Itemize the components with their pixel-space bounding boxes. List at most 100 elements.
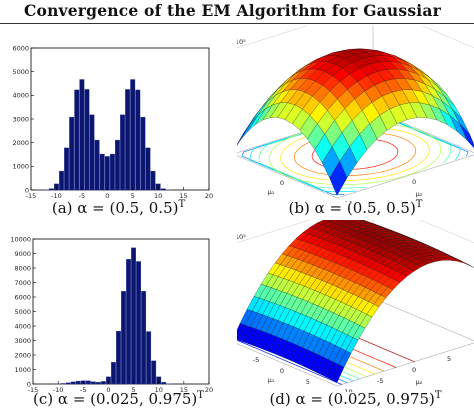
surface-facet — [460, 124, 474, 152]
z-exponent-label: x 10⁵ — [237, 38, 246, 46]
histogram-bar — [69, 117, 74, 190]
histogram-bar — [49, 189, 54, 190]
histogram-bar — [116, 331, 121, 384]
histogram-bar — [95, 140, 100, 190]
surface-mesh — [237, 220, 474, 383]
x-tick-label: 5 — [306, 378, 310, 386]
caption-c-sup: T — [197, 390, 204, 401]
x-axis-label: μ₁ — [268, 188, 275, 196]
caption-a-sup: T — [178, 199, 185, 210]
caption-c-text: (c) α = (0.025, 0.975) — [33, 390, 197, 408]
histogram-bar — [141, 117, 146, 190]
caption-a: (a) α = (0.5, 0.5)T — [0, 199, 237, 217]
y-tick-label: 5000 — [14, 308, 31, 316]
surface-plot-b: -9-8-7-6-5x 10⁵L(μ₁,μ₂)-10010μ₁-10010μ₂ — [237, 26, 474, 202]
y-tick-label: 4000 — [14, 322, 31, 330]
surface-mesh — [237, 49, 474, 196]
histogram-bar — [80, 79, 85, 190]
y-tick-label: 1000 — [14, 366, 31, 374]
y-tick-label: 0 — [27, 380, 31, 388]
y-tick-label: 1000 — [12, 163, 29, 171]
y-tick-label: 4000 — [12, 92, 29, 100]
top-edge — [373, 26, 474, 49]
histogram-bar — [136, 90, 141, 190]
caption-c: (c) α = (0.025, 0.975)T — [0, 390, 237, 408]
histogram-bar — [105, 156, 110, 190]
histogram-bar — [121, 291, 126, 384]
histogram-bar — [131, 248, 136, 384]
histogram-bar — [136, 261, 141, 384]
histogram-bar — [120, 115, 125, 190]
y-tick-label: 8000 — [14, 264, 31, 272]
y-tick-label: 3000 — [14, 337, 31, 345]
y-tick-label: 2000 — [12, 139, 29, 147]
z-exponent-label: x 10⁵ — [237, 233, 246, 241]
histogram-bar — [71, 382, 76, 384]
panel-b: -9-8-7-6-5x 10⁵L(μ₁,μ₂)-10010μ₁-10010μ₂ … — [237, 26, 474, 220]
plot-frame — [33, 239, 209, 384]
histogram-bar — [85, 89, 90, 190]
panel-d: -9-8-7-6-5-4x 10⁵L(μ₁,μ₂)-10-505μ₁-10-50… — [237, 220, 474, 414]
y-tick-label: 5 — [447, 355, 451, 363]
x-axis-label: μ₁ — [268, 376, 275, 384]
x-tick-label: -5 — [253, 356, 259, 364]
histogram-bar — [151, 171, 156, 190]
histogram-bar — [115, 140, 120, 190]
top-edge — [237, 26, 373, 49]
histogram-bar — [61, 383, 66, 384]
histogram-bar — [101, 381, 106, 384]
histogram-bar — [66, 383, 71, 384]
histogram-bar — [125, 89, 130, 190]
y-tick-label: 0 — [25, 186, 29, 194]
histogram-bar — [96, 382, 101, 384]
caption-b-text: (b) α = (0.5, 0.5) — [289, 199, 416, 217]
page-header: Convergence of the EM Algorithm for Gaus… — [0, 0, 474, 24]
histogram-bar — [64, 148, 69, 190]
histogram-bar — [141, 291, 146, 384]
histogram-bar — [76, 381, 81, 384]
histogram-bar — [100, 154, 105, 190]
y-tick-label: 3000 — [12, 115, 29, 123]
y-tick-label: 2000 — [14, 351, 31, 359]
y-tick-label: 9000 — [14, 250, 31, 258]
histogram-bar — [161, 382, 166, 384]
y-tick-label: 10000 — [10, 235, 31, 243]
histogram-bar — [59, 171, 64, 190]
header-rule — [0, 23, 474, 24]
caption-d-text: (d) α = (0.025, 0.975) — [269, 390, 434, 408]
running-title: Convergence of the EM Algorithm for Gaus… — [24, 1, 441, 20]
histogram-bar — [130, 79, 135, 190]
y-tick-label: 7000 — [14, 279, 31, 287]
y-tick-label: 0 — [412, 366, 416, 374]
y-tick-label: 0 — [412, 178, 416, 186]
y-tick-label: 5000 — [12, 68, 29, 76]
y-tick-label: 6000 — [12, 44, 29, 52]
histogram-bar — [86, 381, 91, 384]
histogram-bar — [146, 332, 151, 384]
y-tick-label: -5 — [377, 377, 383, 385]
x-tick-label: 0 — [280, 179, 284, 187]
caption-b: (b) α = (0.5, 0.5)T — [237, 199, 474, 217]
caption-b-sup: T — [416, 199, 423, 210]
surface-facet — [240, 115, 258, 140]
caption-d-sup: T — [435, 390, 442, 401]
caption-a-text: (a) α = (0.5, 0.5) — [52, 199, 179, 217]
y-axis-label: μ₂ — [416, 190, 423, 198]
histogram-bar — [91, 382, 96, 384]
x-tick-label: 0 — [280, 367, 284, 375]
histogram-bar — [110, 154, 115, 190]
histogram-bar — [74, 90, 79, 190]
plot-frame — [31, 48, 209, 190]
caption-d: (d) α = (0.025, 0.975)T — [237, 390, 474, 408]
histogram-bar — [146, 148, 151, 190]
surface-plot-d: -9-8-7-6-5-4x 10⁵L(μ₁,μ₂)-10-505μ₁-10-50… — [237, 220, 474, 392]
y-axis-label: μ₂ — [416, 378, 423, 386]
histogram-bar — [161, 189, 166, 190]
y-tick-label: 6000 — [14, 293, 31, 301]
histogram-bar — [90, 115, 95, 190]
histogram-bar — [111, 362, 116, 384]
